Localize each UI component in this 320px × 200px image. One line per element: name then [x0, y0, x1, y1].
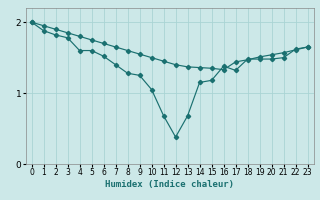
X-axis label: Humidex (Indice chaleur): Humidex (Indice chaleur) [105, 180, 234, 189]
